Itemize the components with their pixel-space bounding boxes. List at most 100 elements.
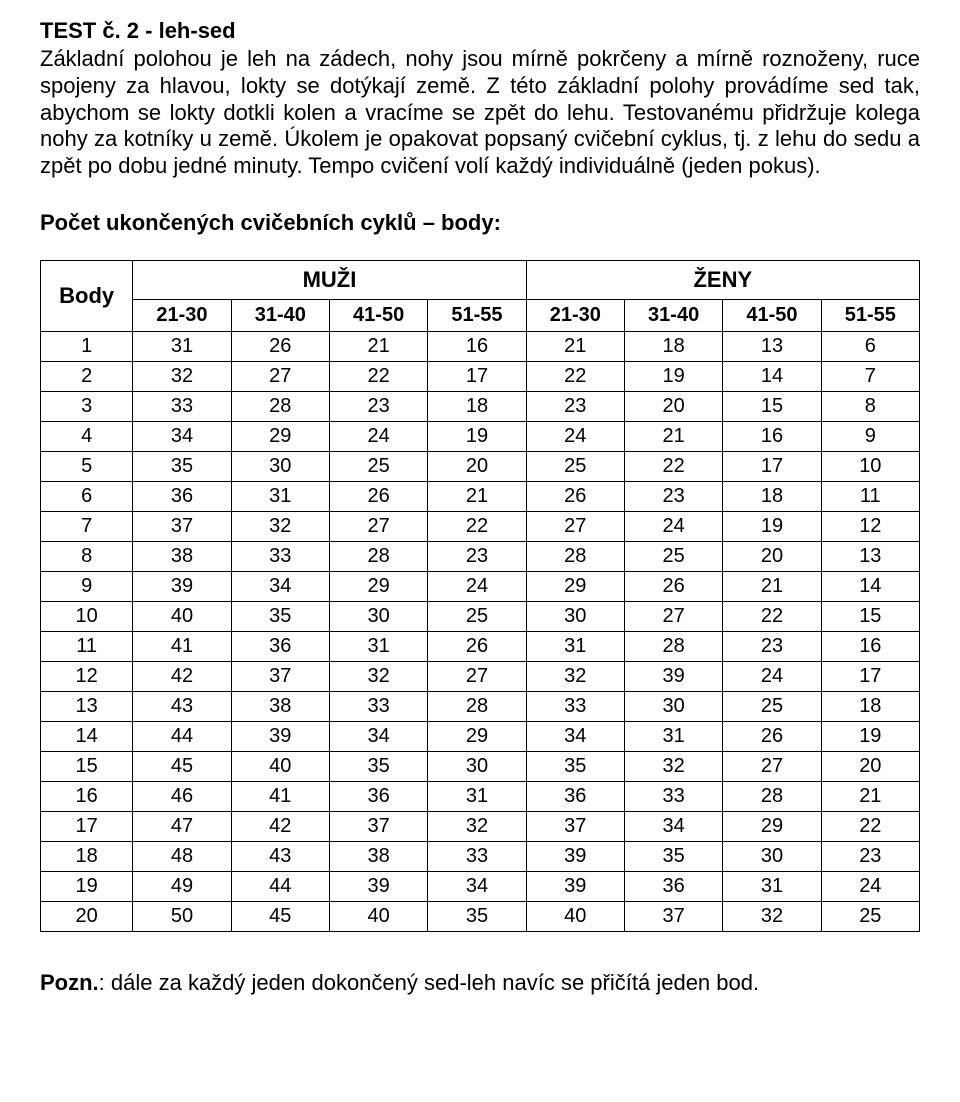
- table-body: 1312621162118136232272217221914733328231…: [41, 332, 920, 932]
- table-cell: 21: [821, 782, 919, 812]
- footnote: Pozn.: dále za každý jeden dokončený sed…: [40, 970, 920, 996]
- table-cell: 49: [133, 872, 231, 902]
- table-row: 205045403540373225: [41, 902, 920, 932]
- table-cell: 31: [526, 632, 624, 662]
- table-cell: 29: [526, 572, 624, 602]
- table-row: 2322722172219147: [41, 362, 920, 392]
- table-row: 104035302530272215: [41, 602, 920, 632]
- table-cell: 26: [428, 632, 526, 662]
- table-cell: 10: [821, 452, 919, 482]
- table-cell: 38: [231, 692, 329, 722]
- table-cell: 32: [231, 512, 329, 542]
- table-cell: 15: [41, 752, 133, 782]
- table-cell: 33: [624, 782, 722, 812]
- table-row: 184843383339353023: [41, 842, 920, 872]
- table-row: 83833282328252013: [41, 542, 920, 572]
- table-cell: 35: [329, 752, 427, 782]
- table-cell: 28: [428, 692, 526, 722]
- footnote-label: Pozn.: [40, 970, 99, 995]
- table-cell: 1: [41, 332, 133, 362]
- table-cell: 28: [723, 782, 821, 812]
- table-cell: 23: [624, 482, 722, 512]
- table-cell: 27: [723, 752, 821, 782]
- table-cell: 16: [723, 422, 821, 452]
- table-cell: 18: [428, 392, 526, 422]
- table-cell: 29: [329, 572, 427, 602]
- table-cell: 42: [231, 812, 329, 842]
- document-page: TEST č. 2 - leh-sed Základní polohou je …: [0, 0, 960, 1102]
- table-cell: 4: [41, 422, 133, 452]
- table-cell: 8: [821, 392, 919, 422]
- table-cell: 39: [624, 662, 722, 692]
- table-cell: 34: [329, 722, 427, 752]
- table-cell: 20: [821, 752, 919, 782]
- table-cell: 20: [723, 542, 821, 572]
- table-cell: 30: [624, 692, 722, 722]
- col-header-age: 21-30: [526, 300, 624, 332]
- table-cell: 43: [133, 692, 231, 722]
- table-cell: 34: [624, 812, 722, 842]
- table-cell: 37: [133, 512, 231, 542]
- table-cell: 30: [231, 452, 329, 482]
- table-cell: 11: [821, 482, 919, 512]
- table-cell: 33: [133, 392, 231, 422]
- table-cell: 32: [428, 812, 526, 842]
- table-cell: 3: [41, 392, 133, 422]
- table-cell: 2: [41, 362, 133, 392]
- table-cell: 34: [133, 422, 231, 452]
- table-cell: 15: [723, 392, 821, 422]
- table-cell: 23: [428, 542, 526, 572]
- results-table: Body MUŽI ŽENY 21-30 31-40 41-50 51-55 2…: [40, 260, 920, 932]
- table-cell: 33: [329, 692, 427, 722]
- table-cell: 25: [821, 902, 919, 932]
- table-cell: 19: [723, 512, 821, 542]
- table-cell: 45: [133, 752, 231, 782]
- table-cell: 28: [624, 632, 722, 662]
- table-cell: 36: [133, 482, 231, 512]
- table-cell: 28: [231, 392, 329, 422]
- table-cell: 30: [723, 842, 821, 872]
- table-cell: 29: [231, 422, 329, 452]
- table-cell: 24: [723, 662, 821, 692]
- col-header-age: 41-50: [329, 300, 427, 332]
- table-cell: 6: [821, 332, 919, 362]
- table-cell: 33: [231, 542, 329, 572]
- table-row: 144439342934312619: [41, 722, 920, 752]
- table-cell: 24: [329, 422, 427, 452]
- table-cell: 31: [624, 722, 722, 752]
- table-cell: 45: [231, 902, 329, 932]
- col-header-age: 21-30: [133, 300, 231, 332]
- table-cell: 21: [428, 482, 526, 512]
- table-cell: 20: [41, 902, 133, 932]
- table-cell: 28: [329, 542, 427, 572]
- table-cell: 9: [41, 572, 133, 602]
- table-cell: 24: [624, 512, 722, 542]
- table-cell: 32: [133, 362, 231, 392]
- table-cell: 17: [723, 452, 821, 482]
- table-cell: 10: [41, 602, 133, 632]
- table-cell: 40: [526, 902, 624, 932]
- table-cell: 38: [329, 842, 427, 872]
- table-cell: 7: [821, 362, 919, 392]
- table-cell: 27: [231, 362, 329, 392]
- table-cell: 23: [723, 632, 821, 662]
- table-cell: 35: [231, 602, 329, 632]
- table-cell: 37: [526, 812, 624, 842]
- table-cell: 25: [624, 542, 722, 572]
- table-cell: 48: [133, 842, 231, 872]
- table-cell: 6: [41, 482, 133, 512]
- table-cell: 35: [526, 752, 624, 782]
- col-header-age: 31-40: [231, 300, 329, 332]
- table-row: 134338332833302518: [41, 692, 920, 722]
- table-cell: 26: [526, 482, 624, 512]
- page-title: TEST č. 2 - leh-sed: [40, 18, 920, 44]
- col-header-women: ŽENY: [526, 261, 919, 300]
- table-cell: 26: [624, 572, 722, 602]
- table-cell: 16: [41, 782, 133, 812]
- table-cell: 21: [723, 572, 821, 602]
- table-cell: 18: [821, 692, 919, 722]
- table-cell: 39: [526, 842, 624, 872]
- table-row: 194944393439363124: [41, 872, 920, 902]
- table-cell: 46: [133, 782, 231, 812]
- table-cell: 13: [821, 542, 919, 572]
